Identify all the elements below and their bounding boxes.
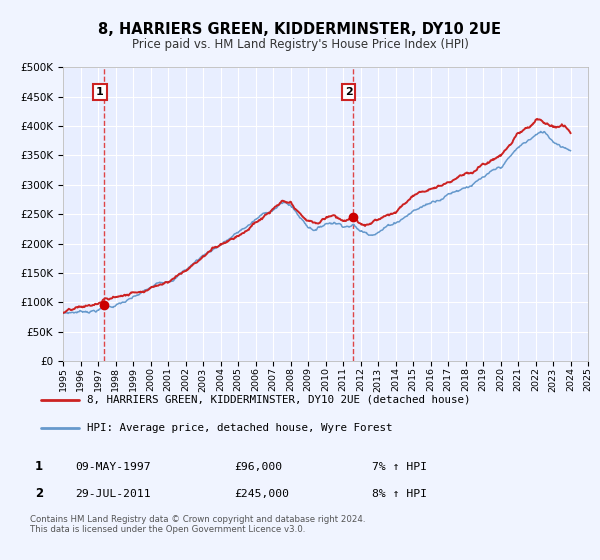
Text: 1: 1	[35, 460, 43, 473]
Text: HPI: Average price, detached house, Wyre Forest: HPI: Average price, detached house, Wyre…	[87, 423, 392, 432]
Text: Price paid vs. HM Land Registry's House Price Index (HPI): Price paid vs. HM Land Registry's House …	[131, 38, 469, 51]
Text: 2: 2	[345, 87, 353, 97]
Text: Contains HM Land Registry data © Crown copyright and database right 2024.: Contains HM Land Registry data © Crown c…	[30, 515, 365, 524]
Text: 2: 2	[35, 487, 43, 500]
Text: This data is licensed under the Open Government Licence v3.0.: This data is licensed under the Open Gov…	[30, 525, 305, 534]
Text: £96,000: £96,000	[234, 462, 282, 472]
Text: 8, HARRIERS GREEN, KIDDERMINSTER, DY10 2UE: 8, HARRIERS GREEN, KIDDERMINSTER, DY10 2…	[98, 22, 502, 38]
Text: £245,000: £245,000	[234, 489, 289, 499]
Text: 8% ↑ HPI: 8% ↑ HPI	[372, 489, 427, 499]
Text: 09-MAY-1997: 09-MAY-1997	[75, 462, 151, 472]
Text: 1: 1	[96, 87, 104, 97]
Text: 29-JUL-2011: 29-JUL-2011	[75, 489, 151, 499]
Text: 8, HARRIERS GREEN, KIDDERMINSTER, DY10 2UE (detached house): 8, HARRIERS GREEN, KIDDERMINSTER, DY10 2…	[87, 395, 470, 404]
Text: 7% ↑ HPI: 7% ↑ HPI	[372, 462, 427, 472]
